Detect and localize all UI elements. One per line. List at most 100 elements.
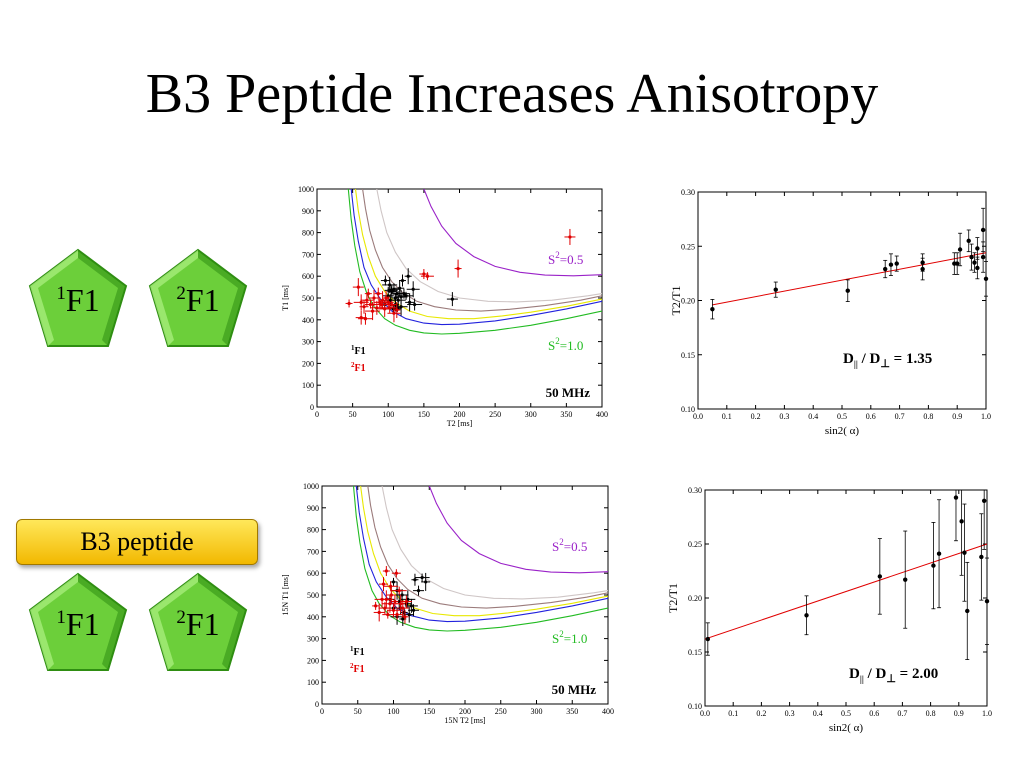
point-marker (962, 550, 967, 555)
point-marker (403, 615, 407, 619)
point-marker (845, 288, 850, 293)
point-marker (356, 285, 360, 289)
y-tick-label: 0.10 (688, 702, 702, 711)
point-marker (425, 274, 430, 278)
data-point (936, 499, 942, 609)
b3-peptide-badge: B3 peptide (16, 519, 258, 565)
y-tick-label: 0 (315, 700, 319, 709)
data-point (421, 572, 431, 591)
data-point (404, 606, 414, 623)
point-marker (953, 495, 959, 500)
data-point (972, 252, 977, 273)
x-tick-label: 0.8 (926, 709, 936, 718)
data-point (352, 278, 364, 297)
point-marker (372, 296, 376, 300)
point-marker (379, 302, 383, 307)
point-marker (411, 287, 415, 291)
x-tick-label: 0.9 (952, 412, 962, 421)
point-marker (389, 288, 393, 292)
curve-label-s2-1.0: S2=1.0 (552, 629, 587, 646)
data-point (360, 294, 374, 307)
data-point (353, 294, 369, 311)
order-parameter-curve (423, 189, 602, 277)
data-point (975, 237, 980, 260)
x-tick-label: 150 (423, 707, 435, 716)
x-axis-label: sin2( α) (825, 425, 860, 437)
point-marker (981, 498, 987, 503)
x-axis-label: sin2( α) (829, 722, 864, 734)
y-tick-label: 400 (302, 316, 314, 325)
order-parameter-curve (360, 486, 608, 617)
point-marker (397, 589, 401, 593)
data-point (391, 569, 401, 578)
y-tick-label: 200 (302, 359, 314, 368)
x-axis-label: 15N T2 [ms] (444, 716, 486, 725)
data-point (393, 301, 401, 318)
pentagon-label: 2F1 (176, 282, 220, 318)
x-tick-label: 150 (418, 410, 430, 419)
x-tick-label: 0.0 (700, 709, 710, 718)
point-marker (406, 274, 410, 278)
x-tick-label: 0.9 (954, 709, 964, 718)
point-marker (804, 613, 809, 618)
point-marker (392, 311, 396, 315)
data-point (773, 281, 778, 298)
point-marker (979, 554, 984, 560)
y-tick-label: 0.20 (688, 594, 702, 603)
point-marker (773, 287, 778, 292)
data-point (564, 228, 576, 245)
data-point (957, 232, 963, 267)
point-marker (959, 519, 964, 524)
curve-label-s2-0.5: S2=0.5 (552, 537, 587, 554)
point-marker (972, 260, 977, 265)
x-tick-label: 200 (459, 707, 471, 716)
t2-t1-vs-sin2-chart-top: 0.0 0.1 0.2 0.3 0.4 0.5 0.6 0.7 0.8 0.9 1.0 0.10 0.1… (669, 188, 991, 437)
point-marker (957, 247, 963, 252)
data-point (378, 577, 388, 592)
data-point (382, 610, 394, 619)
y-tick-label: 700 (302, 250, 314, 259)
y-tick-label: 300 (307, 635, 319, 644)
data-point (845, 279, 850, 302)
point-marker (386, 294, 390, 298)
data-point (414, 573, 430, 582)
point-marker (388, 602, 392, 606)
y-tick-label: 0.25 (688, 540, 702, 549)
point-marker (400, 278, 405, 283)
pentagon-label: 1F1 (56, 282, 100, 318)
y-tick-label: 0.15 (688, 648, 702, 657)
point-marker (980, 227, 986, 233)
data-point (408, 604, 420, 617)
point-marker (383, 278, 387, 283)
x-tick-label: 0.8 (923, 412, 933, 421)
data-point (984, 557, 990, 645)
x-tick-label: 400 (596, 410, 608, 419)
x-tick-label: 1.0 (982, 709, 992, 718)
point-marker (366, 292, 370, 296)
point-marker (568, 235, 572, 239)
data-point (407, 298, 423, 311)
y-axis-label: 15N T1 [ms] (281, 574, 290, 616)
point-marker (409, 604, 413, 608)
point-marker (404, 294, 408, 298)
point-marker (420, 575, 424, 580)
data-point (959, 489, 964, 576)
data-point (386, 587, 396, 603)
data-point (710, 299, 715, 320)
x-tick-label: 350 (566, 707, 578, 716)
y-tick-label: 900 (307, 504, 319, 513)
order-parameter-curves (352, 486, 608, 632)
order-parameter-curve (350, 189, 602, 326)
x-axis-label: T2 [ms] (447, 419, 473, 428)
point-marker (401, 617, 405, 621)
point-marker (983, 276, 989, 281)
point-marker (422, 272, 426, 276)
point-marker (380, 298, 385, 302)
order-parameter-curve (428, 486, 608, 574)
y-tick-label: 0.30 (681, 188, 695, 197)
pentagon-1f1-top: 1F1 (28, 248, 128, 348)
point-marker (399, 602, 403, 606)
point-marker (920, 260, 925, 265)
point-marker (936, 551, 942, 556)
y-tick-label: 100 (302, 381, 314, 390)
